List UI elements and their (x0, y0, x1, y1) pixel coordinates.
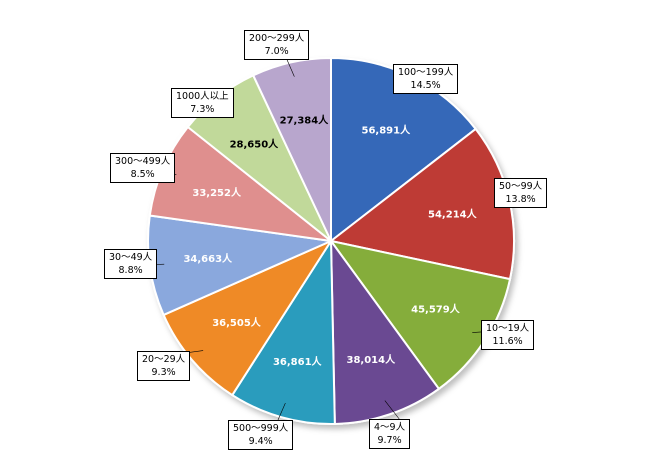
callout-300-499: 300〜499人 8.5% (110, 153, 176, 183)
callout-200-299: 200〜299人 7.0% (244, 30, 310, 60)
callout-30-49: 30〜49人 8.8% (104, 249, 158, 279)
pie-slice (251, 56, 332, 242)
slice-value-label: 33,252人 (192, 186, 242, 199)
callout-50-99: 50〜99人 13.8% (494, 178, 548, 208)
slice-value-label: 36,505人 (212, 316, 262, 329)
callout-label: 100〜199人 (398, 67, 454, 78)
callout-10-19: 10〜19人 11.6% (481, 320, 535, 350)
slice-value-label: 38,014人 (347, 353, 397, 366)
callout-100-199: 100〜199人 14.5% (393, 64, 459, 94)
pie-slice (329, 237, 441, 425)
callout-percent: 14.5% (410, 80, 441, 91)
slice-value-label: 56,891人 (361, 123, 411, 136)
slice-value-label: 36,861人 (273, 355, 323, 368)
callout-percent: 9.4% (248, 436, 273, 447)
callout-percent: 9.7% (377, 435, 402, 446)
callout-500-999: 500〜999人 9.4% (228, 420, 294, 450)
callout-label: 200〜299人 (249, 33, 305, 44)
callout-label: 10〜19人 (486, 323, 530, 334)
callout-percent: 7.3% (190, 104, 215, 115)
callout-percent: 13.8% (505, 194, 536, 205)
slice-value-label: 54,214人 (428, 207, 478, 220)
pie-slice (230, 237, 336, 425)
slice-value-labels: 56,891人 54,214人 45,579人 38,014人 36,861人 36,50… (183, 114, 477, 368)
callout-label: 50〜99人 (499, 181, 543, 192)
callout-connector (277, 402, 286, 421)
callout-label: 1000人以上 (176, 91, 229, 102)
callout-4-9: 4〜9人 9.7% (369, 419, 411, 449)
callout-1000-plus: 1000人以上 7.3% (171, 88, 234, 118)
slice-value-label: 34,663人 (183, 252, 233, 265)
slice-value-label: 27,384人 (280, 114, 330, 127)
slice-value-label: 45,579人 (411, 303, 461, 316)
callout-connector (384, 400, 401, 421)
callout-percent: 11.6% (492, 336, 523, 347)
callout-percent: 8.8% (118, 265, 143, 276)
callout-20-29: 20〜29人 9.3% (137, 351, 191, 381)
callout-percent: 8.5% (130, 169, 155, 180)
callout-percent: 9.3% (151, 367, 176, 378)
slice-value-label: 28,650人 (230, 137, 280, 150)
callout-label: 300〜499人 (115, 156, 171, 167)
callout-label: 500〜999人 (233, 423, 289, 434)
pie-slice (162, 238, 334, 397)
callout-percent: 7.0% (264, 46, 289, 57)
callout-label: 4〜9人 (374, 422, 406, 433)
pie-slices (147, 56, 515, 425)
callout-label: 20〜29人 (142, 354, 186, 365)
callout-label: 30〜49人 (109, 252, 153, 263)
